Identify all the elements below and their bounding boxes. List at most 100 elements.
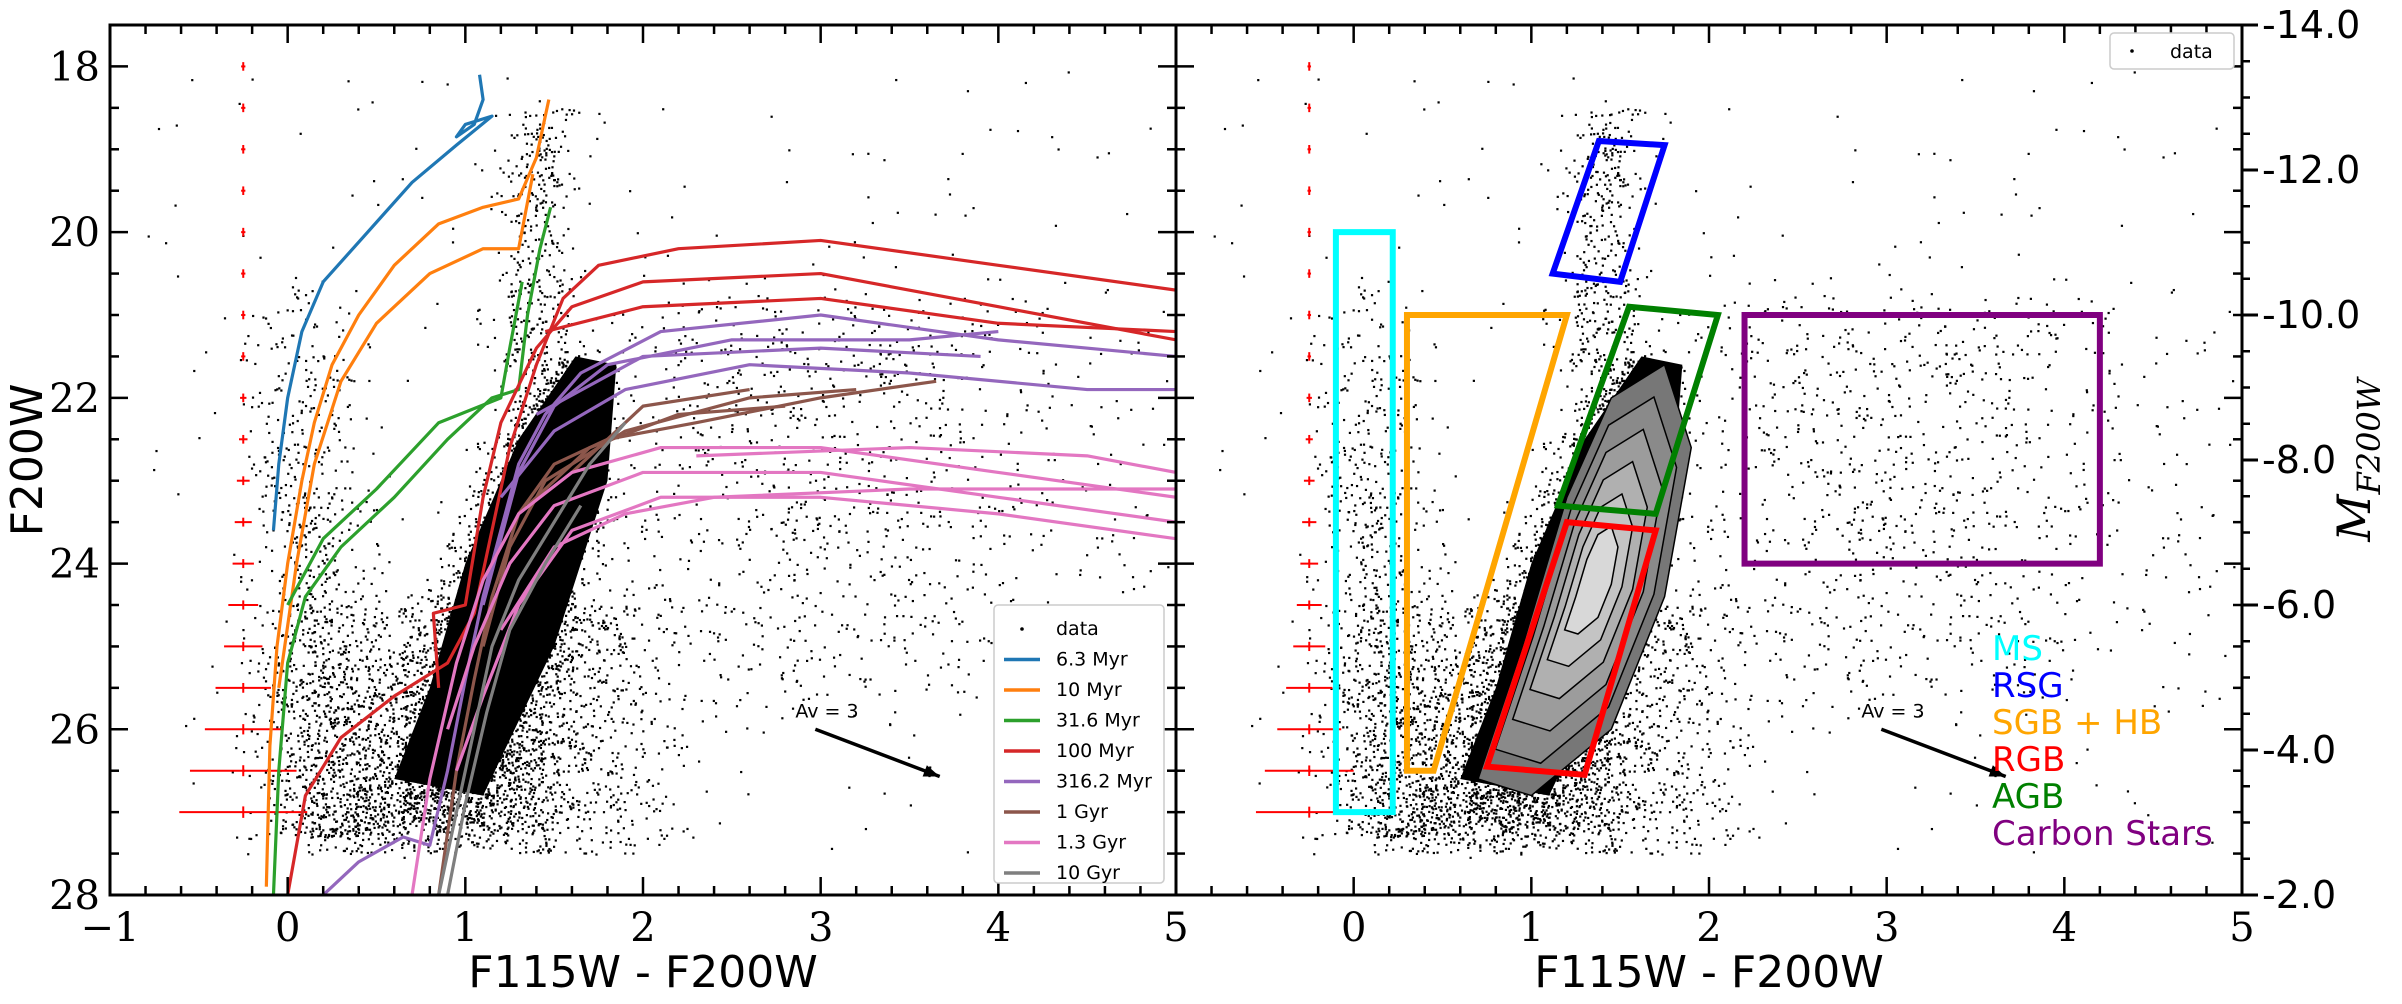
- data-point: [286, 765, 289, 769]
- data-point: [558, 669, 561, 672]
- data-point: [533, 788, 536, 792]
- data-point: [459, 844, 462, 847]
- data-point: [520, 785, 523, 788]
- data-point: [814, 423, 817, 427]
- data-point: [248, 837, 251, 840]
- data-point: [314, 702, 317, 705]
- data-point: [728, 379, 731, 383]
- data-point: [987, 640, 990, 643]
- data-point: [503, 360, 506, 363]
- data-point: [878, 693, 881, 696]
- data-point: [508, 438, 511, 441]
- data-point: [485, 805, 488, 809]
- data-point: [554, 377, 558, 380]
- data-point: [517, 214, 520, 217]
- data-point: [402, 791, 405, 795]
- data-point: [401, 754, 405, 758]
- data-point: [369, 650, 372, 653]
- data-point: [780, 521, 783, 524]
- data-point: [519, 796, 522, 799]
- data-point: [663, 740, 666, 743]
- data-point: [822, 675, 826, 678]
- data-point: [700, 699, 703, 703]
- data-point: [442, 809, 445, 812]
- data-point: [763, 373, 766, 376]
- data-point: [561, 283, 564, 286]
- data-point: [596, 539, 599, 543]
- data-point: [317, 413, 320, 417]
- data-point: [518, 785, 521, 789]
- data-point: [368, 802, 371, 805]
- data-point: [862, 256, 865, 259]
- data-point: [587, 810, 590, 813]
- data-point: [301, 696, 304, 700]
- data-point: [806, 370, 810, 373]
- data-point: [930, 345, 933, 348]
- data-point: [954, 617, 957, 620]
- data-point: [361, 621, 365, 625]
- data-point: [942, 396, 945, 399]
- data-point: [507, 826, 510, 829]
- data-point: [629, 190, 632, 193]
- data-point: [308, 722, 311, 726]
- data-point: [352, 614, 355, 617]
- data-point: [288, 522, 291, 525]
- data-point: [591, 329, 595, 332]
- data-point: [506, 77, 509, 80]
- data-point: [631, 580, 634, 583]
- data-point: [738, 369, 741, 372]
- data-point: [551, 752, 554, 756]
- data-point: [590, 754, 593, 757]
- data-point: [349, 739, 352, 743]
- data-point: [540, 689, 543, 692]
- data-point: [325, 793, 328, 796]
- data-point: [795, 519, 798, 522]
- data-point: [465, 556, 468, 559]
- data-point: [853, 315, 856, 318]
- data-point: [938, 435, 941, 438]
- data-point: [688, 466, 691, 469]
- data-point: [647, 639, 651, 642]
- data-point: [721, 542, 724, 545]
- data-point: [640, 802, 643, 805]
- data-point: [414, 795, 418, 798]
- data-point: [270, 819, 273, 822]
- data-point: [340, 604, 343, 607]
- data-point: [271, 440, 274, 444]
- data-point: [413, 815, 416, 818]
- data-point: [941, 402, 944, 405]
- data-point: [334, 724, 337, 727]
- data-point: [368, 740, 372, 743]
- data-point: [442, 830, 446, 833]
- data-point: [357, 694, 361, 697]
- data-point: [581, 629, 584, 632]
- data-point: [405, 691, 408, 694]
- data-point: [420, 817, 423, 820]
- data-point: [602, 544, 605, 547]
- data-point: [321, 626, 324, 630]
- data-point: [530, 798, 533, 801]
- data-point: [818, 522, 821, 525]
- data-point: [851, 153, 854, 156]
- data-point: [876, 511, 879, 514]
- data-point: [440, 631, 443, 634]
- data-point: [345, 606, 348, 609]
- data-point: [290, 670, 294, 673]
- data-point: [330, 766, 333, 770]
- data-point: [513, 257, 516, 260]
- data-point: [950, 640, 954, 643]
- data-point: [414, 716, 417, 719]
- data-point: [521, 773, 525, 776]
- data-point: [657, 677, 661, 680]
- data-point: [956, 691, 960, 694]
- data-point: [518, 743, 522, 746]
- data-point: [327, 763, 331, 766]
- data-point: [516, 134, 519, 137]
- data-point: [510, 283, 513, 286]
- data-point: [320, 831, 323, 834]
- data-point: [368, 346, 372, 349]
- data-point: [631, 637, 634, 640]
- data-point: [410, 690, 414, 694]
- data-point: [453, 580, 456, 583]
- data-point: [380, 426, 383, 429]
